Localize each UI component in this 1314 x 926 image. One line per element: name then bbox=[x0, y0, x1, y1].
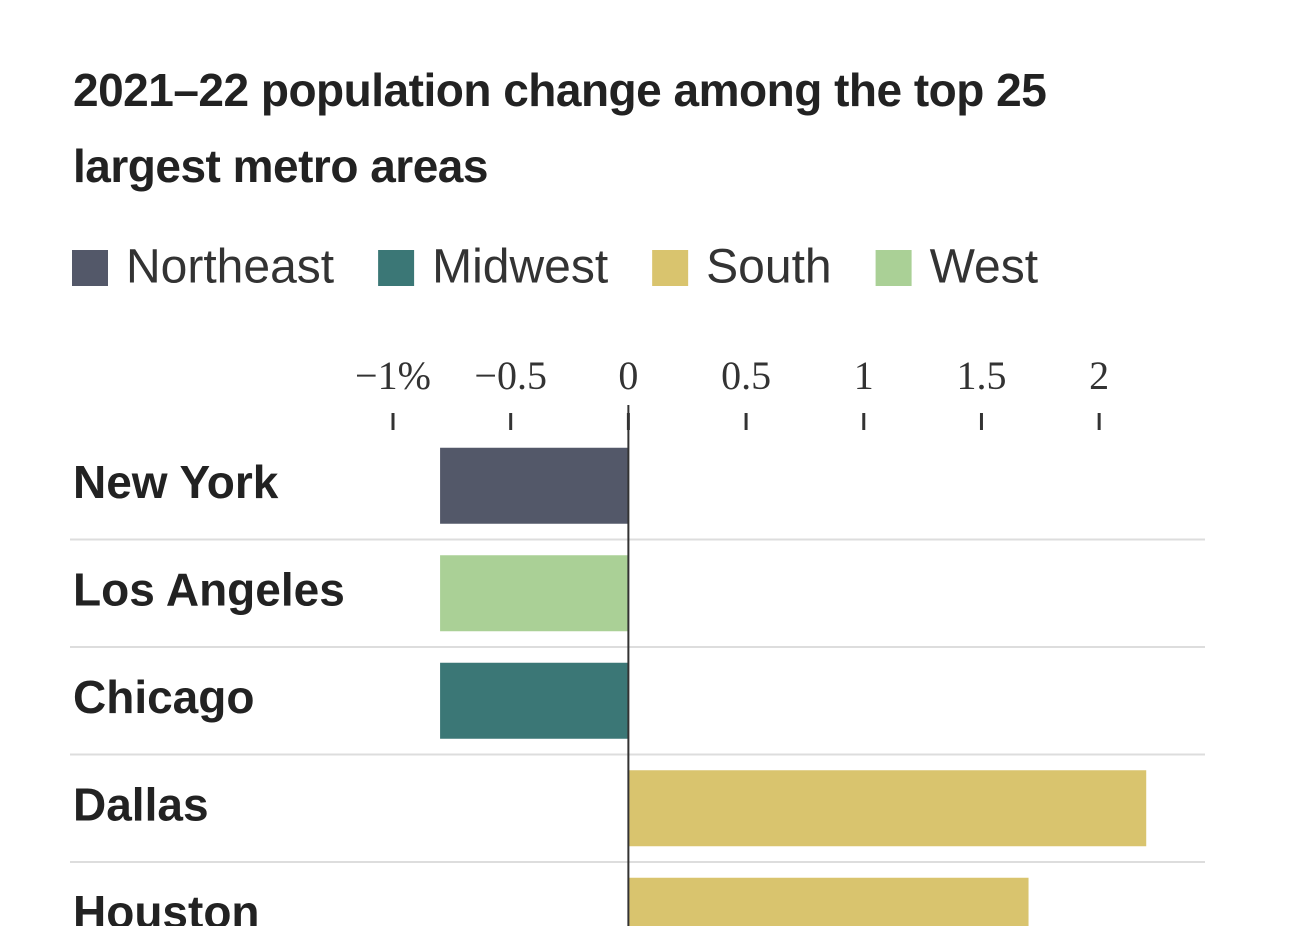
category-label: Chicago bbox=[73, 671, 254, 723]
x-tick-label: −0.5 bbox=[474, 353, 547, 398]
legend-swatch bbox=[72, 250, 108, 286]
legend-label: West bbox=[930, 241, 1038, 294]
category-label: New York bbox=[73, 456, 279, 508]
bar bbox=[440, 555, 629, 632]
bar bbox=[628, 770, 1147, 847]
category-label: Houston bbox=[73, 886, 260, 926]
x-tick-label: 0.5 bbox=[721, 353, 771, 398]
x-tick-label: 2 bbox=[1089, 353, 1109, 398]
legend-swatch bbox=[875, 250, 912, 286]
legend-label: South bbox=[706, 241, 831, 294]
bar bbox=[440, 447, 629, 524]
legend-swatch bbox=[652, 250, 689, 286]
category-label: Los Angeles bbox=[73, 563, 345, 615]
chart-title: 2021–22 population change among the top … bbox=[73, 64, 1047, 192]
x-tick-label: 0 bbox=[618, 353, 638, 398]
bar bbox=[440, 662, 629, 739]
legend-label: Midwest bbox=[432, 241, 608, 294]
x-tick-label: 1 bbox=[854, 353, 874, 398]
bar bbox=[628, 877, 1029, 926]
category-label: Dallas bbox=[73, 778, 209, 830]
legend-swatch bbox=[378, 250, 415, 286]
x-tick-label: 1.5 bbox=[956, 353, 1006, 398]
x-tick-label: −1% bbox=[355, 353, 431, 398]
legend-label: Northeast bbox=[126, 241, 334, 294]
